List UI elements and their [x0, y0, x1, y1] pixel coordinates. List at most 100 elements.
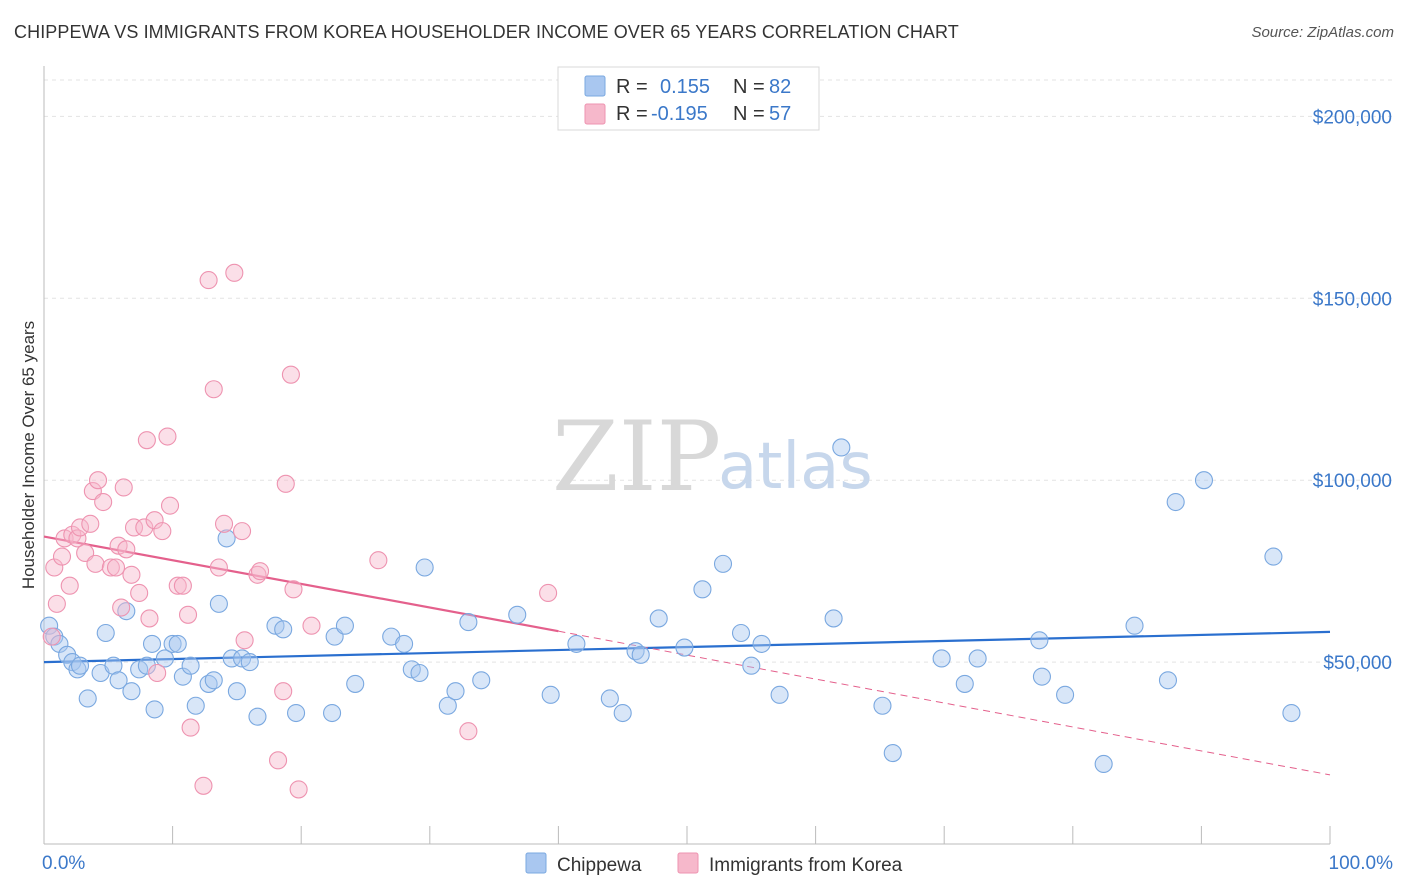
chippewa-point	[222, 649, 241, 668]
chippewa-point	[122, 682, 141, 701]
bottom-legend-swatch-korea	[677, 852, 699, 874]
trend-line-korea	[43, 535, 559, 633]
trend-line-extension-korea	[558, 630, 1331, 776]
chippewa-point	[155, 649, 174, 668]
korea-point	[153, 522, 172, 541]
korea-point	[122, 565, 141, 584]
y-tick-label: $200,000	[1313, 107, 1392, 128]
korea-point	[281, 365, 300, 384]
chippewa-point	[459, 613, 478, 632]
korea-point	[158, 427, 177, 446]
korea-point	[47, 594, 66, 613]
trend-line-chippewa	[43, 630, 1331, 664]
legend: R = 0.155 N = 82 R = -0.195 N = 57	[557, 66, 820, 131]
chippewa-point	[824, 609, 843, 628]
legend-r-value: -0.195	[651, 103, 708, 125]
chippewa-point	[415, 558, 434, 577]
chippewa-point	[209, 594, 228, 613]
korea-point	[539, 583, 558, 603]
bottom-legend-swatch-chippewa	[525, 852, 547, 874]
chippewa-point	[1194, 471, 1214, 490]
legend-r-label: R =	[616, 103, 648, 125]
chippewa-point	[410, 663, 429, 683]
source-label: Source: ZipAtlas.com	[1251, 24, 1394, 41]
korea-point	[232, 522, 252, 541]
x-tick-label: 0.0%	[42, 853, 85, 874]
korea-point	[194, 776, 213, 795]
korea-point	[63, 525, 82, 544]
chippewa-point	[955, 674, 974, 693]
data-points	[40, 263, 1301, 799]
chippewa-point	[438, 696, 457, 715]
korea-point	[289, 780, 308, 799]
legend-swatch-korea	[584, 103, 606, 125]
chippewa-point	[1264, 547, 1283, 566]
chippewa-point	[613, 703, 632, 723]
chippewa-point	[883, 743, 902, 763]
korea-point	[106, 558, 126, 577]
korea-point	[52, 547, 72, 566]
legend-n-label: N =	[733, 103, 765, 125]
chippewa-point	[567, 634, 586, 653]
chippewa-point	[204, 671, 223, 690]
korea-point	[42, 627, 61, 646]
chippewa-point	[287, 703, 306, 723]
chippewa-point	[199, 674, 218, 693]
korea-point	[137, 431, 156, 450]
chippewa-point	[186, 696, 205, 715]
legend-r-label: R =	[616, 76, 648, 98]
korea-point	[168, 576, 187, 595]
chippewa-point	[96, 623, 115, 643]
korea-point	[117, 540, 136, 559]
chippewa-point	[508, 605, 527, 624]
korea-point	[88, 471, 108, 490]
chippewa-point	[1282, 703, 1301, 723]
chippewa-point	[832, 438, 851, 457]
korea-point	[94, 492, 113, 512]
korea-point	[68, 529, 87, 548]
y-tick-labels: $50,000 $100,000 $150,000 $200,000	[1313, 107, 1392, 674]
chippewa-point	[1094, 754, 1113, 774]
korea-point	[181, 718, 200, 737]
korea-point	[302, 616, 321, 635]
chippewa-point	[168, 634, 187, 653]
bottom-legend-label: Immigrants from Korea	[709, 855, 903, 876]
chippewa-point	[626, 642, 645, 661]
korea-point	[148, 663, 167, 683]
chippewa-point	[873, 696, 892, 715]
korea-point	[214, 514, 234, 533]
chippewa-point	[78, 689, 97, 708]
korea-point	[101, 558, 120, 577]
korea-point	[199, 271, 218, 290]
korea-point	[178, 605, 198, 624]
korea-point	[140, 609, 159, 628]
chippewa-point	[70, 656, 90, 675]
legend-swatch-chippewa	[584, 75, 606, 97]
chippewa-point	[770, 685, 789, 704]
chippewa-point	[752, 634, 771, 653]
korea-point	[235, 631, 254, 650]
korea-point	[70, 518, 90, 537]
chippewa-point	[137, 656, 156, 675]
chippewa-point	[395, 634, 414, 653]
watermark-zip: ZIP	[552, 401, 721, 513]
chippewa-point	[731, 623, 751, 643]
chippewa-point	[932, 649, 951, 668]
chippewa-point	[446, 682, 465, 701]
trend-lines	[43, 535, 1331, 776]
chippewa-point	[649, 609, 668, 628]
korea-point	[209, 558, 228, 577]
chippewa-point	[1056, 685, 1075, 704]
korea-point	[269, 751, 288, 770]
chippewa-point	[693, 580, 712, 599]
chippewa-point	[968, 649, 987, 668]
korea-point	[130, 583, 149, 603]
chippewa-point	[1032, 667, 1051, 686]
axes	[43, 66, 1331, 845]
chippewa-point	[1030, 631, 1049, 650]
korea-point	[204, 380, 223, 399]
watermark: ZIP atlas	[552, 401, 873, 513]
chippewa-point	[631, 645, 650, 664]
korea-point	[114, 478, 133, 497]
chippewa-point	[1158, 671, 1178, 690]
